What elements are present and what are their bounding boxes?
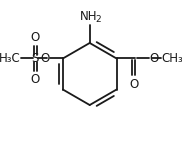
Text: 2: 2	[95, 15, 101, 24]
Text: O: O	[150, 52, 159, 65]
Text: S: S	[32, 52, 39, 65]
Text: NH: NH	[80, 10, 98, 23]
Text: O: O	[31, 31, 40, 44]
Text: H₃C: H₃C	[0, 52, 20, 65]
Text: CH₃: CH₃	[161, 52, 182, 65]
Text: O: O	[31, 73, 40, 86]
Text: O: O	[130, 78, 139, 91]
Text: O: O	[40, 52, 49, 65]
